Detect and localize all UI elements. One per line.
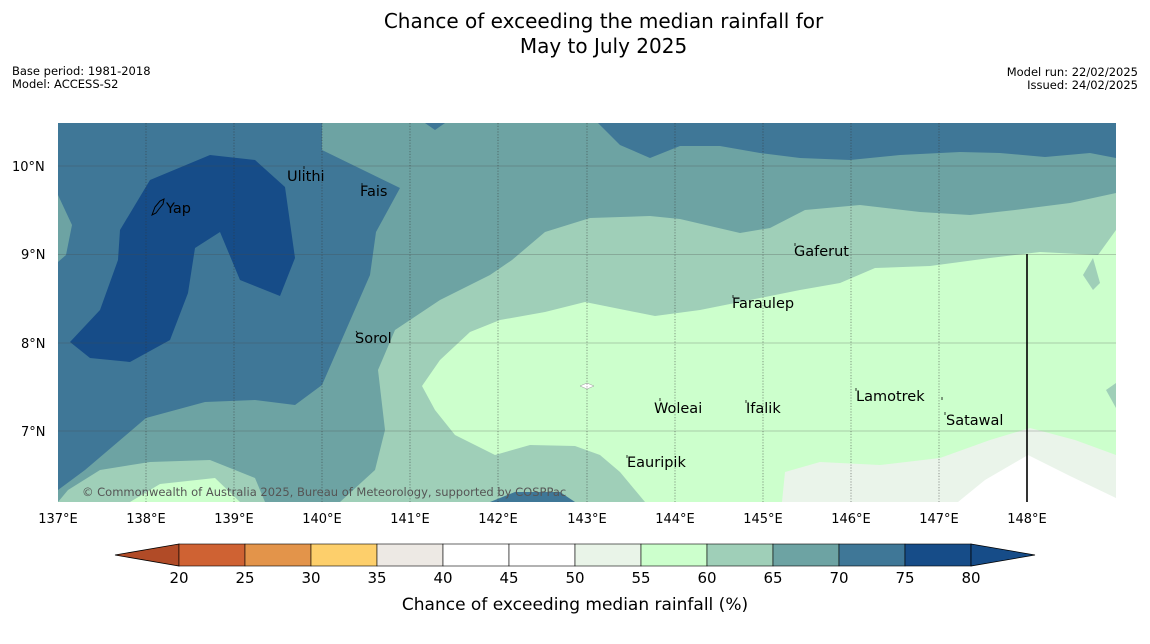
colorbar-ticks: 20 25 30 35 40 45 50 55 60 65 70 75 80: [169, 569, 980, 587]
lat-label-7n: 7°N: [21, 425, 46, 440]
band-45-50: [958, 455, 1116, 502]
band-65-70-island: [1083, 258, 1100, 290]
yap-island: [151, 198, 165, 217]
title-line-1: Chance of exceeding the median rainfall …: [383, 9, 824, 33]
band-75-80-dot: [425, 123, 445, 130]
colorbar-tick-label: 25: [235, 569, 254, 587]
band-60-65-sw: [130, 478, 240, 502]
band-60-65: [422, 230, 1116, 502]
base-period: Base period: 1981-2018: [12, 64, 151, 78]
place-fais: Fais: [360, 184, 387, 200]
lon-label-137e: 137°E: [38, 512, 78, 527]
lon-label-148e: 148°E: [1007, 512, 1047, 527]
colorbar-tick-label: 30: [301, 569, 320, 587]
place-eauripik: Eauripik: [627, 455, 686, 471]
colorbar-segment: [508, 543, 576, 567]
lon-label-144e: 144°E: [655, 512, 695, 527]
model-name: Model: ACCESS-S2: [12, 77, 119, 91]
lon-label-146e: 146°E: [831, 512, 871, 527]
colorbar-tick-label: 70: [829, 569, 848, 587]
colorbar: [114, 543, 1036, 567]
colorbar-tick-label: 45: [499, 569, 518, 587]
lat-label-8n: 8°N: [21, 337, 46, 352]
colorbar-tick-label: 20: [169, 569, 188, 587]
lon-label-145e: 145°E: [743, 512, 783, 527]
place-labels: Yap Ulithi Fais Gaferut Faraulep Sorol W…: [165, 169, 1003, 471]
lon-label-140e: 140°E: [302, 512, 342, 527]
colorbar-tick-label: 75: [895, 569, 914, 587]
meta-left: Base period: 1981-2018 Model: ACCESS-S2: [12, 65, 151, 91]
place-ulithi: Ulithi: [287, 169, 325, 185]
colorbar-segment: [772, 543, 840, 567]
colorbar-tick-label: 65: [763, 569, 782, 587]
place-ifalik: Ifalik: [746, 401, 781, 417]
colorbar-tick-label: 35: [367, 569, 386, 587]
colorbar-over-arrow: [970, 543, 1036, 567]
band-75-80-north: [598, 123, 1116, 160]
place-yap: Yap: [165, 201, 191, 217]
colorbar-segment: [178, 543, 246, 567]
issued-date: Issued: 24/02/2025: [1027, 78, 1138, 92]
colorbar-segment: [244, 543, 312, 567]
lon-label-143e: 143°E: [567, 512, 607, 527]
title-line-2: May to July 2025: [519, 34, 688, 58]
colorbar-segment: [442, 543, 510, 567]
colorbar-segment: [838, 543, 906, 567]
latitude-axis: 10°N 9°N 8°N 7°N: [12, 160, 46, 440]
place-lamotrek: Lamotrek: [856, 389, 925, 405]
band-80-plus: [70, 155, 295, 362]
island-marks: [303, 166, 946, 458]
lat-label-9n: 9°N: [21, 248, 46, 263]
colorbar-segment: [376, 543, 444, 567]
lon-label-142e: 142°E: [478, 512, 518, 527]
colorbar-segment: [574, 543, 642, 567]
place-woleai: Woleai: [654, 401, 702, 417]
band-65-70-east: [1106, 383, 1116, 408]
lon-label-147e: 147°E: [919, 512, 959, 527]
place-satawal: Satawal: [946, 413, 1003, 429]
colorbar-under-arrow: [114, 543, 180, 567]
model-run: Model run: 22/02/2025: [1006, 65, 1138, 79]
lon-label-141e: 141°E: [390, 512, 430, 527]
colorbar-segment: [640, 543, 708, 567]
meta-right: Model run: 22/02/2025 Issued: 24/02/2025: [1007, 66, 1138, 92]
band-small-diamond: [579, 382, 595, 390]
colorbar-tick-label: 40: [433, 569, 452, 587]
colorbar-tick-label: 50: [565, 569, 584, 587]
colorbar-tick-label: 80: [961, 569, 980, 587]
lon-label-139e: 139°E: [214, 512, 254, 527]
place-faraulep: Faraulep: [732, 296, 794, 312]
longitude-axis: 137°E 138°E 139°E 140°E 141°E 142°E 143°…: [38, 512, 1047, 527]
colorbar-tick-label: 55: [631, 569, 650, 587]
colorbar-label: Chance of exceeding median rainfall (%): [402, 595, 748, 615]
colorbar-segment: [706, 543, 774, 567]
lat-label-10n: 10°N: [12, 160, 45, 175]
band-sw-dark: [490, 492, 575, 502]
place-sorol: Sorol: [355, 331, 392, 347]
band-65-70-west-edge: [58, 195, 72, 262]
copyright-text: © Commonwealth of Australia 2025, Bureau…: [82, 485, 566, 499]
lon-label-138e: 138°E: [126, 512, 166, 527]
map-title: Chance of exceeding the median rainfall …: [0, 9, 1150, 59]
map-area: Yap Ulithi Fais Gaferut Faraulep Sorol W…: [58, 123, 1116, 502]
colorbar-segment: [904, 543, 972, 567]
colorbar-tick-label: 60: [697, 569, 716, 587]
colorbar-segment: [310, 543, 378, 567]
place-gaferut: Gaferut: [794, 244, 849, 260]
